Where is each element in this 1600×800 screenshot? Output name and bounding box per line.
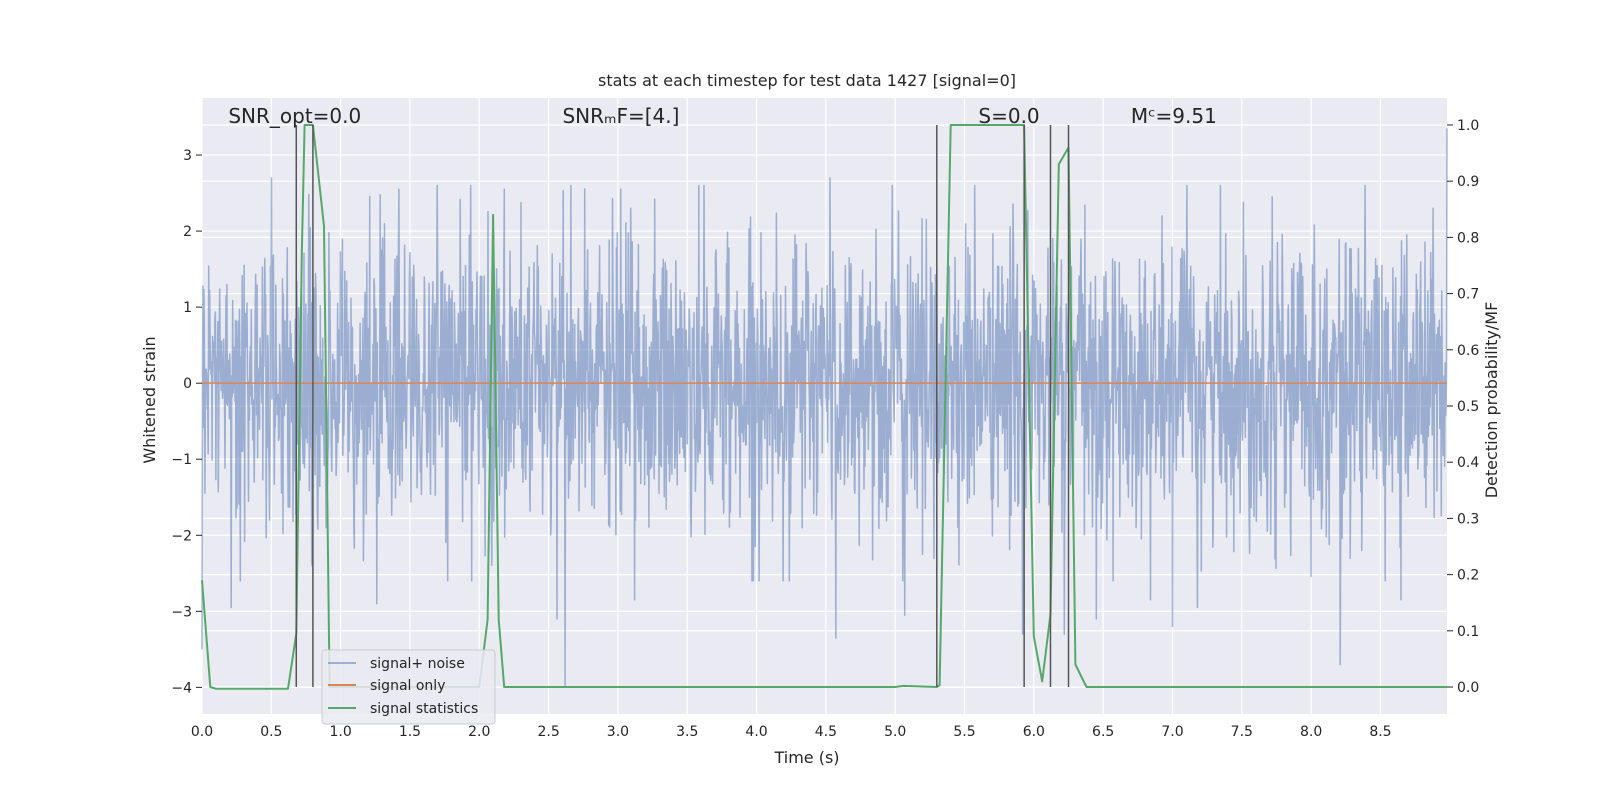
- x-tick-label: 4.0: [745, 724, 767, 740]
- y2-tick-label: 0.3: [1457, 511, 1479, 527]
- x-tick-label: 0.0: [191, 724, 213, 740]
- vertical-markers: [295, 124, 1070, 688]
- legend: signal+ noise signal only signal statist…: [321, 649, 496, 725]
- y2-tick-label: 0.1: [1457, 624, 1479, 640]
- y-tick-label: −4: [171, 680, 192, 696]
- x-tick-label: 4.5: [815, 724, 837, 740]
- x-tick-label: 2.0: [468, 724, 490, 740]
- y-tick-label: 3: [183, 148, 192, 164]
- axis-ticks: 0.0 0.5 1.0 1.5 2.0 2.5 3.0 3.5 4.0 4.5 5.0 5.5 6.0 6…: [171, 118, 1479, 740]
- x-tick-label: 2.5: [537, 724, 559, 740]
- chart-title: stats at each timestep for test data 142…: [598, 71, 1016, 90]
- x-tick-label: 5.0: [884, 724, 906, 740]
- legend-box: [321, 649, 496, 725]
- x-tick-label: 8.0: [1300, 724, 1322, 740]
- x-tick-label: 3.5: [676, 724, 698, 740]
- y2-tick-label: 0.9: [1457, 174, 1479, 190]
- y-tick-label: 2: [183, 224, 192, 240]
- x-tick-label: 7.0: [1161, 724, 1183, 740]
- x-tick-label: 1.5: [399, 724, 421, 740]
- y2-axis-label: Detection probability/MF: [1482, 302, 1501, 499]
- legend-label-signal-statistics: signal statistics: [370, 701, 478, 717]
- y-tick-label: −2: [171, 528, 192, 544]
- x-tick-label: 6.0: [1023, 724, 1045, 740]
- x-tick-label: 6.5: [1092, 724, 1114, 740]
- annotation-snr-opt: SNR_opt=0.0: [228, 104, 361, 128]
- annotation-snr-mf: SNRₘF=[4.]: [562, 104, 679, 128]
- y2-tick-label: 1.0: [1457, 118, 1479, 134]
- y2-tick-label: 0.5: [1457, 399, 1479, 415]
- y2-tick-label: 0.0: [1457, 680, 1479, 696]
- x-tick-label: 7.5: [1231, 724, 1253, 740]
- y2-tick-label: 0.8: [1457, 230, 1479, 246]
- legend-label-signal-noise: signal+ noise: [370, 656, 465, 672]
- annotation-chirp-mass: Mᶜ=9.51: [1131, 104, 1217, 128]
- y-tick-label: 0: [183, 376, 192, 392]
- legend-label-signal-only: signal only: [370, 678, 445, 694]
- x-tick-label: 5.5: [953, 724, 975, 740]
- annotation-s-stat: S=0.0: [978, 104, 1039, 128]
- annotations: SNR_opt=0.0 SNRₘF=[4.] S=0.0 Mᶜ=9.51: [228, 104, 1217, 128]
- y-tick-label: 1: [183, 300, 192, 316]
- y2-tick-label: 0.4: [1457, 455, 1479, 471]
- x-tick-label: 0.5: [260, 724, 282, 740]
- series-signal-noise: [201, 128, 1448, 689]
- x-tick-label: 1.0: [330, 724, 352, 740]
- y-tick-label: −3: [171, 604, 192, 620]
- y2-tick-label: 0.6: [1457, 343, 1479, 359]
- y2-tick-label: 0.2: [1457, 568, 1479, 584]
- series-line-signal-noise: [201, 128, 1448, 689]
- x-tick-label: 3.0: [607, 724, 629, 740]
- y-axis-label: Whitened strain: [140, 336, 159, 463]
- y2-tick-label: 0.7: [1457, 287, 1479, 303]
- x-tick-label: 8.5: [1369, 724, 1391, 740]
- x-axis-label: Time (s): [773, 748, 839, 767]
- y-tick-label: −1: [171, 452, 192, 468]
